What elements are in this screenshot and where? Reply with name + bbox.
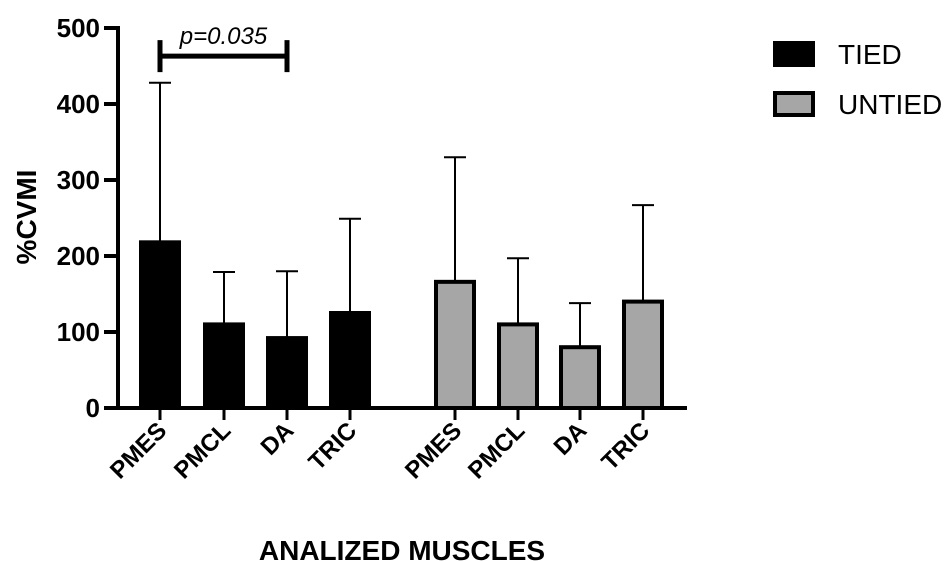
y-tick-label: 0 [86,393,100,423]
x-tick-label: TRIC [304,417,363,476]
significance-label: p=0.035 [179,23,268,50]
x-axis-title: ANALIZED MUSCLES [259,535,545,561]
bar-tied-tric [329,311,371,410]
y-tick-label: 100 [57,317,100,347]
legend-label-untied: UNTIED [838,89,942,120]
x-tick-label: PMES [400,417,467,484]
legend-label-tied: TIED [838,39,902,70]
y-tick-label: 300 [57,165,100,195]
bar-untied-pmes [434,279,476,410]
bar-tied-pmes [139,240,181,410]
x-tick-label: PMCL [169,417,236,484]
y-axis-ticks: 0 100 200 300 400 500 [57,13,118,423]
x-tick-label: PMES [105,417,172,484]
legend-swatch-untied [773,91,815,117]
y-tick-label: 500 [57,13,100,43]
x-tick-label: TRIC [597,417,656,476]
x-tick-label: PMCL [463,417,530,484]
x-tick-label: DA [549,417,593,461]
x-tick-label: DA [256,417,300,461]
y-axis-title: %CVMI [11,170,42,265]
y-tick-label: 400 [57,89,100,119]
bar-tied-da [266,336,308,410]
bar-untied-da [559,345,601,411]
significance-annotations: p=0.035 [157,23,290,73]
bar-untied-pmcl [497,322,539,410]
bar-untied-tric [622,299,664,411]
legend: TIED UNTIED [773,39,942,120]
y-tick-label: 200 [57,241,100,271]
legend-swatch-tied [773,41,815,67]
bars [139,81,664,411]
bar-tied-pmcl [203,322,245,410]
